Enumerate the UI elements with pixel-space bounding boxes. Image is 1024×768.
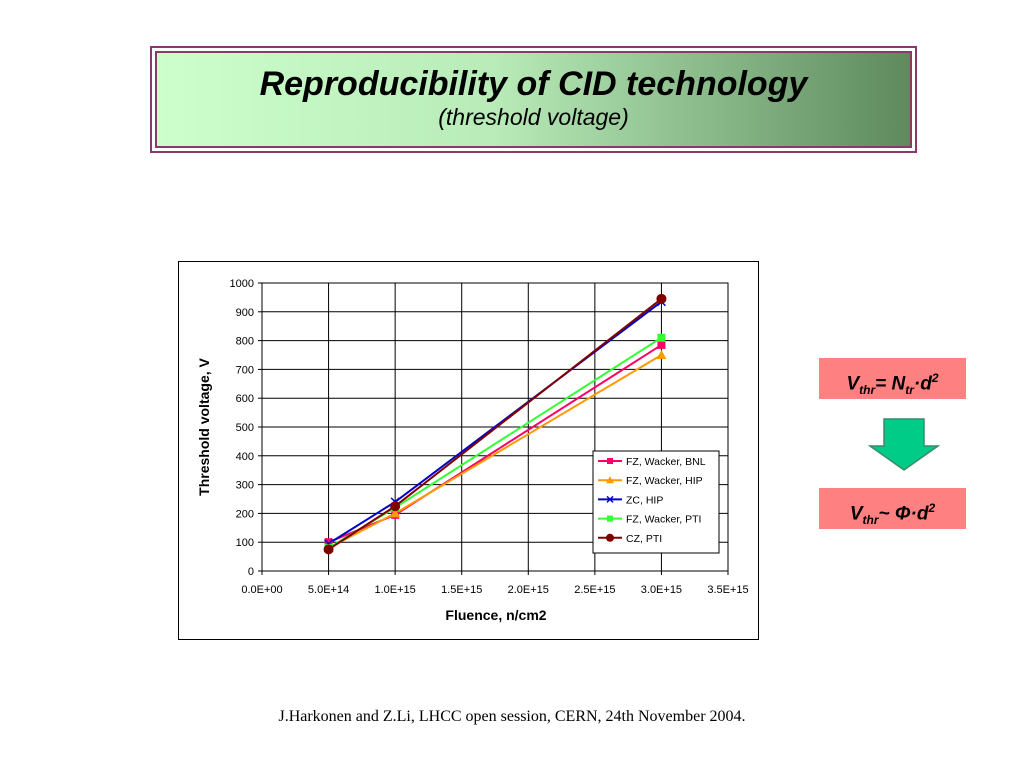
formula-vthr-ntr: Vthr= Ntr·d2: [819, 358, 966, 399]
x-tick-label: 2.0E+15: [508, 584, 549, 596]
data-point: [656, 350, 667, 359]
y-tick-label: 500: [236, 422, 254, 434]
y-tick-label: 800: [236, 336, 254, 348]
data-point: [656, 293, 667, 304]
data-point: [606, 495, 614, 503]
data-point-stroke: [606, 495, 614, 503]
slide-title: Reproducibility of CID technology: [259, 65, 808, 103]
formula1-sup: 2: [931, 371, 939, 385]
formula-vthr-phi: Vthr~ Φ·d2: [819, 488, 966, 529]
formula2-v-sub: thr: [862, 513, 879, 528]
formula1-n-sub: tr: [905, 383, 914, 398]
y-tick-label: 700: [236, 364, 254, 376]
series-markers: [323, 293, 667, 555]
title-box: Reproducibility of CID technology (thres…: [150, 46, 917, 153]
data-point: [657, 340, 666, 349]
x-axis-label: Fluence, n/cm2: [445, 607, 546, 623]
down-arrow-icon: [868, 418, 940, 471]
legend-label: CZ, PTI: [626, 533, 662, 545]
y-axis-label: Threshold voltage, V: [196, 358, 212, 496]
chart-frame: 0.0E+00 5.0E+14 1.0E+15 1.5E+15 2.0E+15 2.5E+…: [178, 261, 759, 640]
x-tick-label: 3.0E+15: [641, 584, 682, 596]
formula1-v: V: [846, 373, 860, 395]
y-tick-label: 300: [236, 480, 254, 492]
data-point: [323, 544, 334, 555]
data-point: [606, 476, 614, 484]
chart-legend: FZ, Wacker, BNL FZ, Wacker, HIP ZC, HIP FZ,…: [592, 450, 720, 554]
legend-label: ZC, HIP: [626, 494, 663, 506]
formula2-mid: ~ Φ: [878, 503, 911, 525]
x-tick-label: 2.5E+15: [574, 584, 615, 596]
y-tick-label: 0: [248, 566, 254, 578]
y-tick-label: 1000: [230, 278, 254, 290]
formula1-mid: = N: [875, 373, 906, 395]
formula2-dot: ·d: [910, 503, 929, 525]
y-tick-label: 100: [236, 537, 254, 549]
y-tick-label: 600: [236, 393, 254, 405]
x-tick-label: 1.0E+15: [374, 584, 415, 596]
data-point: [607, 515, 613, 522]
slide-subtitle: (threshold voltage): [438, 104, 629, 130]
legend-label: FZ, Wacker, HIP: [626, 475, 703, 487]
x-tick-labels: 0.0E+00 5.0E+14 1.0E+15 1.5E+15 2.0E+15 2.5E+…: [241, 584, 748, 596]
data-point: [607, 458, 613, 464]
x-tick-label: 5.0E+14: [308, 584, 349, 596]
data-point: [390, 508, 401, 518]
data-point: [606, 533, 614, 542]
data-point: [390, 501, 401, 512]
x-tick-label: 3.5E+15: [707, 584, 748, 596]
y-tick-labels: 0 100 200 300 400 500 600 700 800 900 1000: [230, 278, 254, 578]
chart-axes: [258, 282, 729, 575]
data-point: [657, 333, 666, 342]
legend-box: [592, 450, 720, 554]
y-tick-label: 400: [236, 451, 254, 463]
legend-label: FZ, Wacker, PTI: [626, 514, 701, 526]
x-tick-label: 1.5E+15: [441, 584, 482, 596]
y-tick-label: 200: [236, 508, 254, 520]
x-tick-label: 0.0E+00: [241, 584, 282, 596]
legend-label: FZ, Wacker, BNL: [626, 456, 706, 468]
title-panel: Reproducibility of CID technology (thres…: [155, 51, 912, 148]
plot-area-border: [261, 282, 729, 572]
formula2-sup: 2: [928, 501, 936, 515]
y-tick-label: 900: [236, 307, 254, 319]
citation: J.Harkonen and Z.Li, LHCC open session, …: [278, 708, 746, 725]
data-point: [324, 538, 333, 547]
threshold-voltage-chart: 0.0E+00 5.0E+14 1.0E+15 1.5E+15 2.0E+15 2.5E+…: [196, 278, 749, 623]
formula1-dot: ·d: [913, 373, 932, 395]
formula2-v: V: [849, 503, 863, 525]
formula1-v-sub: thr: [859, 383, 876, 398]
